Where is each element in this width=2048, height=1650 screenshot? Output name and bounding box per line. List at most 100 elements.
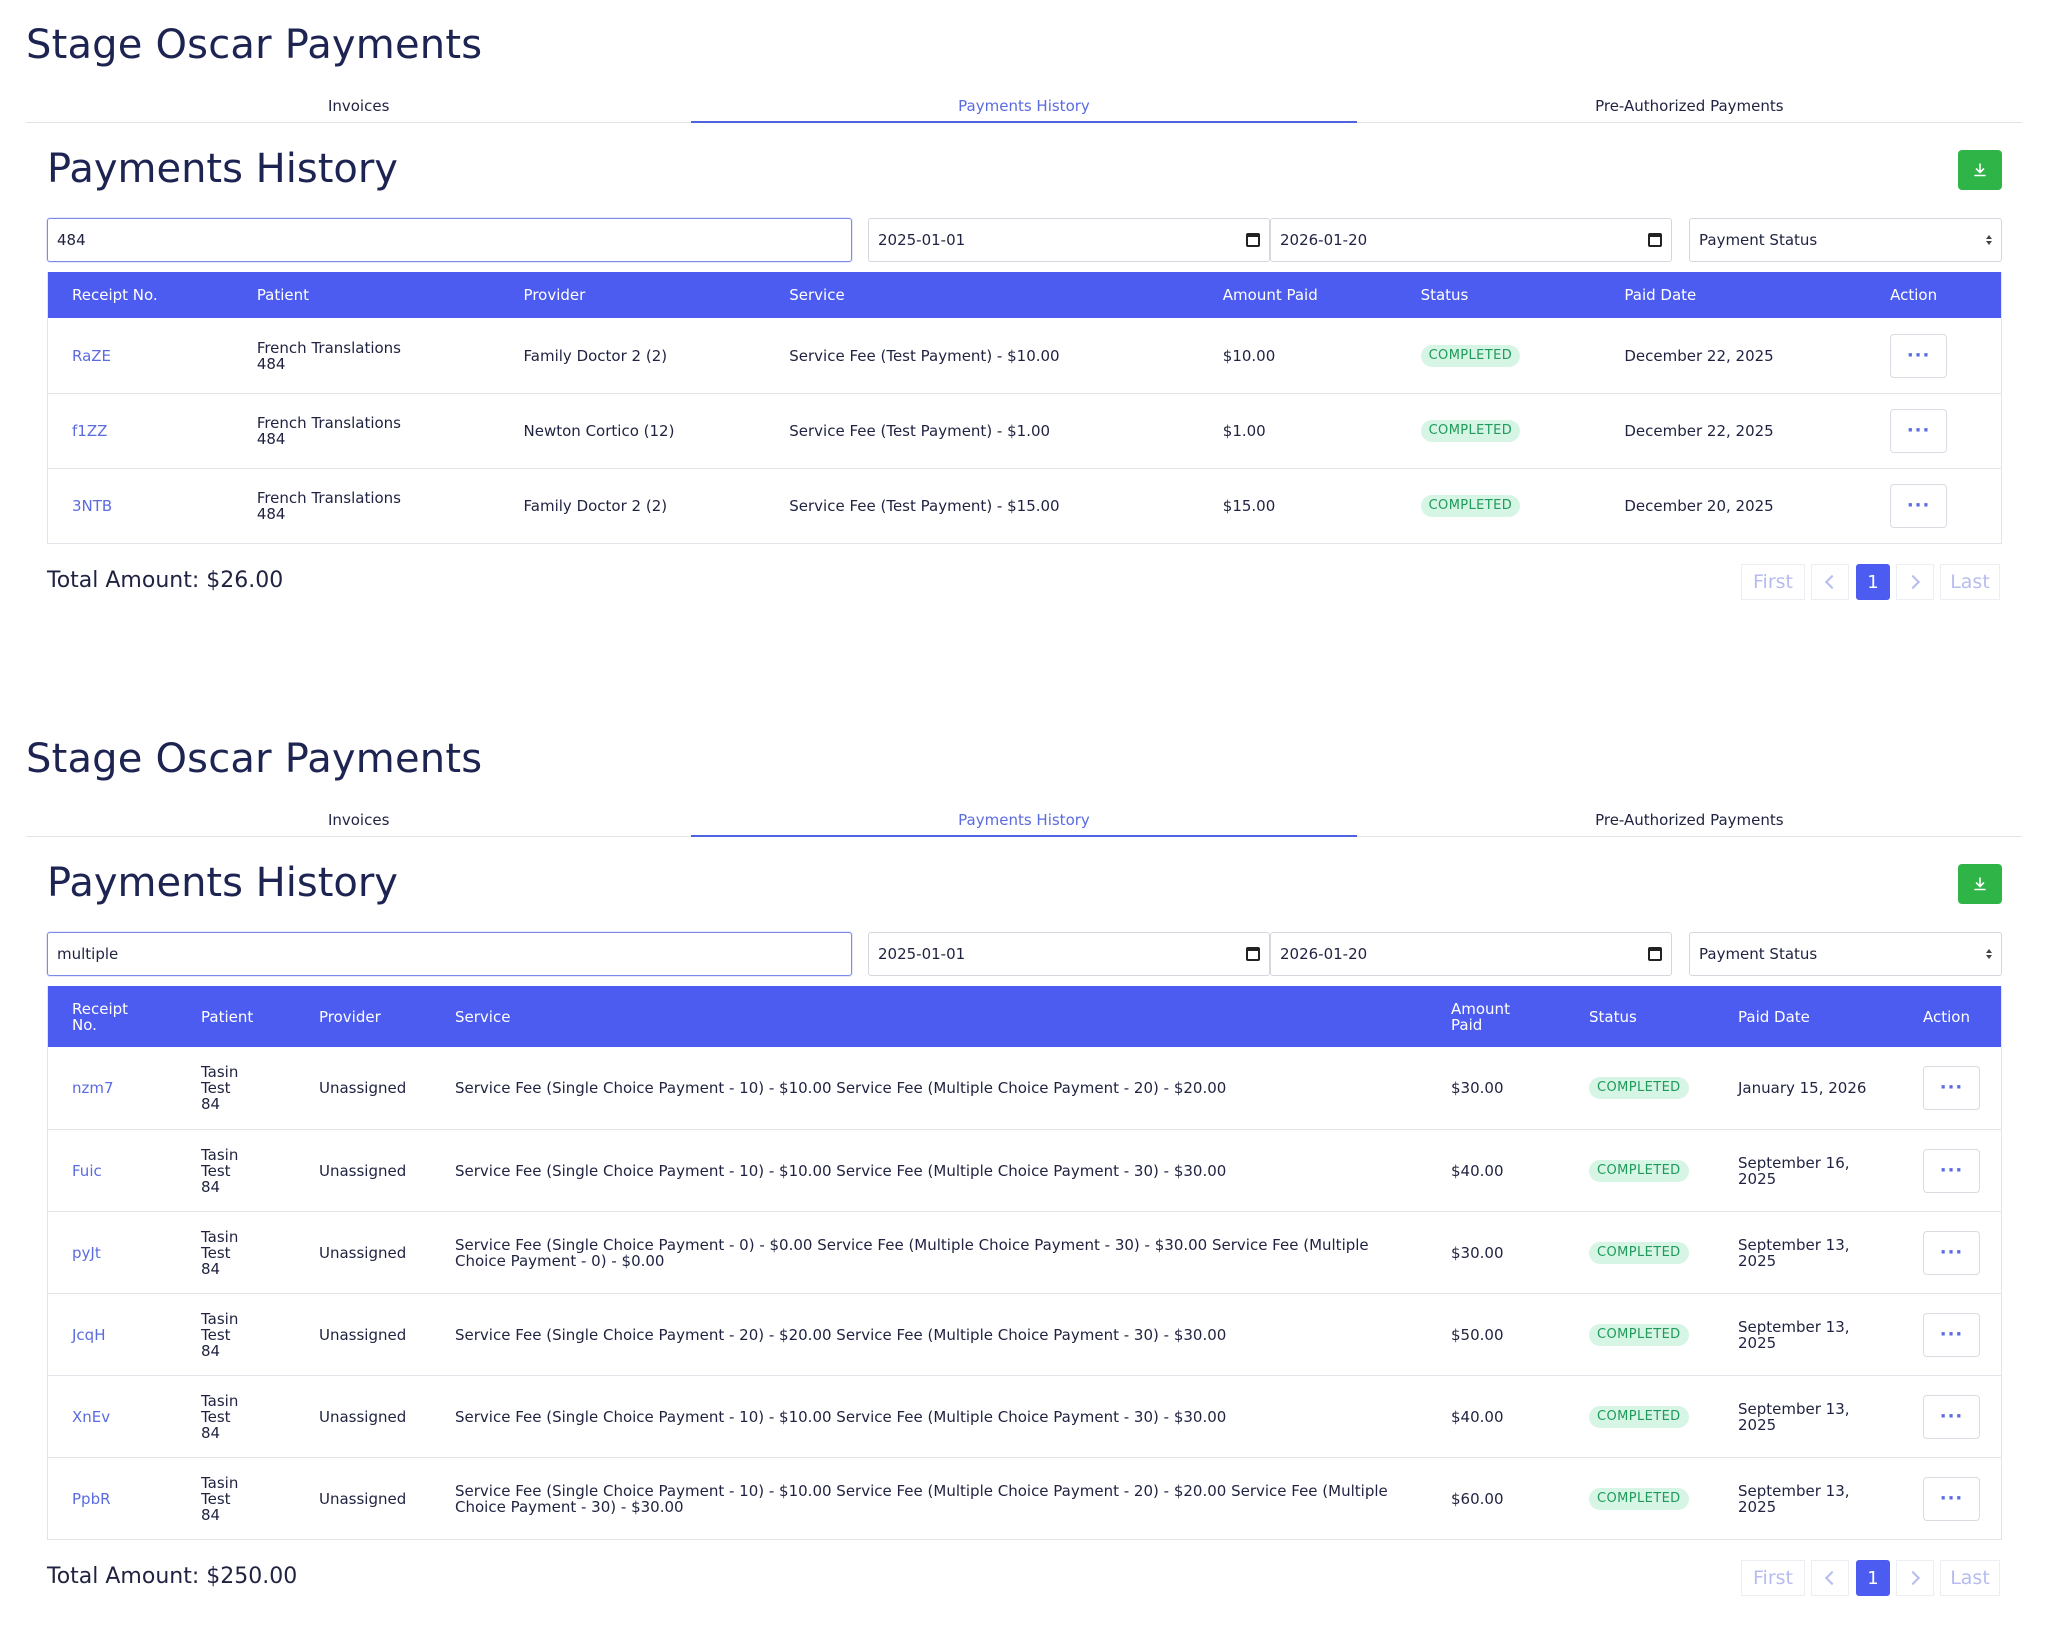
provider-cell: Family Doctor 2 (2) xyxy=(523,346,668,365)
column-header-amount[interactable]: Amount Paid xyxy=(1451,999,1510,1034)
table-header: Receipt No. Patient Provider Service Amo… xyxy=(48,272,2001,318)
provider-cell: Unassigned xyxy=(319,1079,407,1097)
chevron-left-icon xyxy=(1824,574,1840,590)
column-header-patient[interactable]: Patient xyxy=(201,1007,254,1026)
pagination-page[interactable]: 1 xyxy=(1856,564,1890,600)
provider-cell: Family Doctor 2 (2) xyxy=(523,497,668,515)
column-header-receipt[interactable]: Receipt No. xyxy=(72,286,158,304)
date-to-value: 2026-01-20 xyxy=(1280,231,1368,249)
column-header-status[interactable]: Status xyxy=(1589,1007,1637,1026)
column-header-patient[interactable]: Patient xyxy=(256,286,310,304)
app-title: Stage Oscar Payments xyxy=(26,736,483,782)
search-input[interactable] xyxy=(47,218,852,262)
status-badge: COMPLETED xyxy=(1420,420,1521,442)
column-header-provider[interactable]: Provider xyxy=(523,286,586,304)
date-to-field[interactable]: 2026-01-20 xyxy=(1270,218,1672,262)
pagination: First 1 Last xyxy=(1741,1560,2002,1596)
receipt-link[interactable]: Fuic xyxy=(72,1161,102,1180)
pagination-next[interactable] xyxy=(1896,1560,1934,1596)
tab-bar: Invoices Payments History Pre-Authorized… xyxy=(26,806,2022,837)
row-actions-button[interactable]: ··· xyxy=(1923,1230,1980,1275)
patient-cell: French Translations 484 xyxy=(256,338,401,373)
column-header-receipt[interactable]: Receipt No. xyxy=(72,999,129,1034)
amount-cell: $10.00 xyxy=(1222,346,1276,365)
select-arrows-icon xyxy=(1986,235,1992,245)
more-horizontal-icon: ··· xyxy=(1906,495,1931,516)
receipt-link[interactable]: pyJt xyxy=(72,1243,101,1262)
pagination-prev[interactable] xyxy=(1811,564,1849,600)
row-actions-button[interactable]: ··· xyxy=(1890,333,1948,378)
date-to-field[interactable]: 2026-01-20 xyxy=(1270,932,1672,976)
more-horizontal-icon: ··· xyxy=(1906,344,1931,366)
more-horizontal-icon: ··· xyxy=(1906,420,1931,441)
download-button[interactable] xyxy=(1958,864,2002,904)
service-cell: Service Fee (Test Payment) - $15.00 xyxy=(789,497,1060,515)
pagination-page[interactable]: 1 xyxy=(1856,1560,1890,1596)
pagination-prev[interactable] xyxy=(1811,1560,1849,1596)
receipt-link[interactable]: XnEv xyxy=(72,1407,111,1426)
status-badge: COMPLETED xyxy=(1589,1159,1689,1182)
tab-payments-history[interactable]: Payments History xyxy=(691,806,1357,837)
table-header: Receipt No. Patient Provider Service Amo… xyxy=(48,986,2001,1047)
calendar-icon[interactable] xyxy=(1648,233,1662,247)
tab-pre-authorized-payments[interactable]: Pre-Authorized Payments xyxy=(1595,97,1784,115)
tab-invoices[interactable]: Invoices xyxy=(327,811,390,829)
pagination-last[interactable]: Last xyxy=(1940,564,2000,600)
provider-cell: Unassigned xyxy=(319,1489,407,1508)
pagination-first[interactable]: First xyxy=(1741,564,1805,600)
payment-status-select[interactable]: Payment Status xyxy=(1689,932,2002,976)
paid-date-cell: January 15, 2026 xyxy=(1738,1079,1867,1097)
row-actions-button[interactable]: ··· xyxy=(1890,484,1948,528)
receipt-link[interactable]: 3NTB xyxy=(72,497,113,515)
status-badge: COMPLETED xyxy=(1589,1077,1689,1099)
amount-cell: $30.00 xyxy=(1451,1079,1504,1097)
payment-status-select[interactable]: Payment Status xyxy=(1689,218,2002,262)
chevron-left-icon xyxy=(1824,1570,1840,1586)
column-header-service[interactable]: Service xyxy=(455,1007,511,1026)
calendar-icon[interactable] xyxy=(1648,947,1662,961)
receipt-link[interactable]: nzm7 xyxy=(72,1079,114,1097)
pagination-first[interactable]: First xyxy=(1741,1560,1805,1596)
table-body: nzm7 Tasin Test 84 Unassigned Service Fe… xyxy=(48,1047,2001,1539)
chevron-right-icon xyxy=(1905,574,1921,590)
tab-invoices[interactable]: Invoices xyxy=(327,97,390,115)
download-button[interactable] xyxy=(1958,150,2002,190)
receipt-link[interactable]: f1ZZ xyxy=(72,422,108,440)
table-row: f1ZZ French Translations 484 Newton Cort… xyxy=(48,393,2001,468)
search-input[interactable] xyxy=(47,932,852,976)
total-amount: Total Amount: $250.00 xyxy=(47,1564,298,1589)
date-from-field[interactable]: 2025-01-01 xyxy=(868,932,1270,976)
status-badge: COMPLETED xyxy=(1589,1487,1689,1510)
amount-cell: $40.00 xyxy=(1451,1407,1504,1426)
paid-date-cell: December 22, 2025 xyxy=(1624,422,1774,440)
receipt-link[interactable]: PpbR xyxy=(72,1489,111,1508)
column-header-paid-date[interactable]: Paid Date xyxy=(1738,1007,1810,1026)
row-actions-button[interactable]: ··· xyxy=(1923,1476,1980,1521)
date-from-field[interactable]: 2025-01-01 xyxy=(868,218,1270,262)
row-actions-button[interactable]: ··· xyxy=(1890,409,1948,453)
column-header-paid-date[interactable]: Paid Date xyxy=(1624,286,1697,304)
calendar-icon[interactable] xyxy=(1246,947,1260,961)
column-header-provider[interactable]: Provider xyxy=(319,1007,381,1026)
row-actions-button[interactable]: ··· xyxy=(1923,1394,1980,1439)
tab-pre-authorized-payments[interactable]: Pre-Authorized Payments xyxy=(1595,811,1784,829)
pagination-last[interactable]: Last xyxy=(1940,1560,2000,1596)
table-row: PpbR Tasin Test 84 Unassigned Service Fe… xyxy=(48,1457,2001,1539)
receipt-link[interactable]: JcqH xyxy=(72,1325,106,1344)
row-actions-button[interactable]: ··· xyxy=(1923,1148,1980,1193)
service-cell: Service Fee (Single Choice Payment - 10)… xyxy=(455,1481,1388,1516)
tab-payments-history[interactable]: Payments History xyxy=(691,92,1357,123)
total-amount: Total Amount: $26.00 xyxy=(47,568,284,593)
receipt-link[interactable]: RaZE xyxy=(72,346,112,365)
column-header-status[interactable]: Status xyxy=(1420,286,1469,304)
pagination-next[interactable] xyxy=(1896,564,1934,600)
column-header-service[interactable]: Service xyxy=(789,286,845,304)
paid-date-cell: September 13, 2025 xyxy=(1738,1317,1850,1352)
provider-cell: Unassigned xyxy=(319,1325,407,1344)
calendar-icon[interactable] xyxy=(1246,233,1260,247)
column-header-amount[interactable]: Amount Paid xyxy=(1222,286,1318,304)
row-actions-button[interactable]: ··· xyxy=(1923,1066,1980,1110)
amount-cell: $1.00 xyxy=(1222,422,1266,440)
patient-cell: French Translations 484 xyxy=(256,414,401,448)
row-actions-button[interactable]: ··· xyxy=(1923,1312,1980,1357)
